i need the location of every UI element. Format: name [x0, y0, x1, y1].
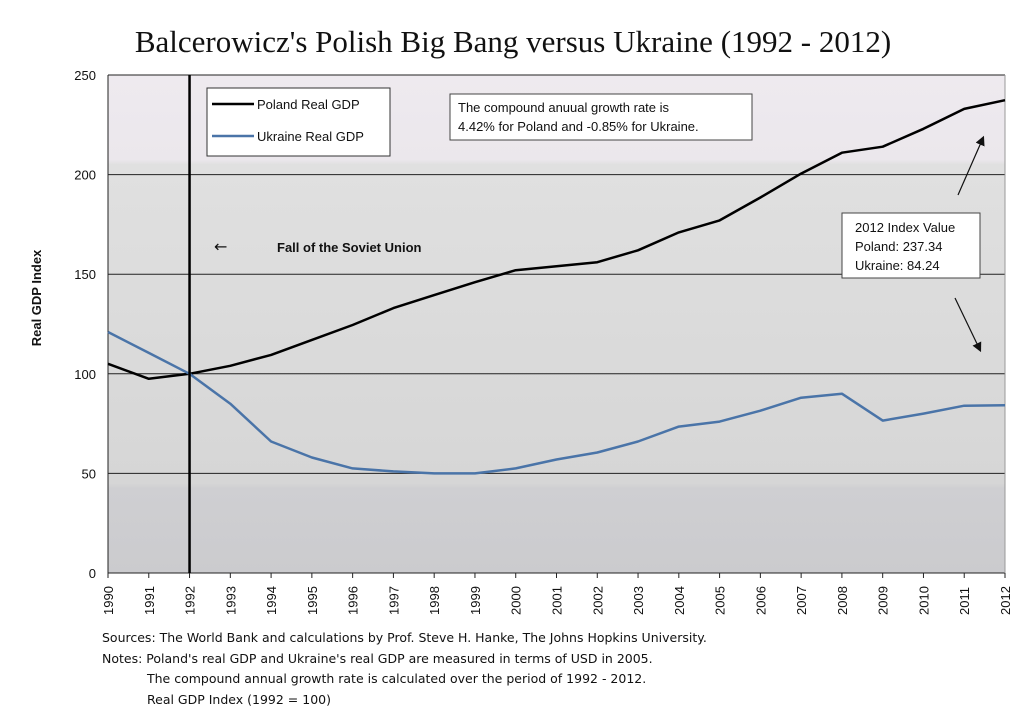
x-tick-label: 1994 [264, 586, 279, 615]
notes-line-2: The compound annual growth rate is calcu… [147, 671, 647, 686]
legend: Poland Real GDP Ukraine Real GDP [206, 87, 391, 157]
x-tick-label: 1990 [101, 586, 116, 615]
fall-label: Fall of the Soviet Union [277, 240, 422, 255]
x-tick-label: 2002 [590, 586, 605, 615]
notes-line-1: Notes: Poland's real GDP and Ukraine's r… [102, 650, 653, 666]
x-tick-label: 2009 [876, 586, 891, 615]
legend-label-poland: Poland Real GDP [257, 97, 360, 112]
y-tick-label: 250 [74, 68, 96, 83]
index-value-poland: Poland: 237.34 [855, 239, 942, 254]
y-axis-title: Real GDP Index [29, 249, 44, 346]
legend-label-ukraine: Ukraine Real GDP [257, 129, 364, 144]
plot-area [108, 75, 1005, 573]
cagr-annotation: The compound anuual growth rate is 4.42% … [449, 93, 753, 141]
cagr-text-line-1: The compound anuual growth rate is [458, 100, 670, 115]
x-tick-label: 1996 [346, 586, 361, 615]
x-tick-label: 2011 [957, 587, 972, 615]
y-tick-label: 100 [74, 367, 96, 382]
cagr-text-line-2: 4.42% for Poland and -0.85% for Ukraine. [458, 119, 699, 134]
index-value-box [841, 212, 981, 279]
x-tick-label: 1992 [183, 586, 198, 615]
index-value-annotation: 2012 Index Value Poland: 237.34 Ukraine: 8… [841, 212, 981, 279]
poland-gdp-line [107, 98, 1006, 381]
y-tick-label: 50 [82, 466, 96, 481]
legend-box [206, 87, 391, 157]
x-tick-label: 2008 [835, 586, 850, 615]
x-tick-label: 2005 [713, 586, 728, 615]
x-tick-label: 2001 [550, 586, 565, 615]
x-tick-label: 1998 [427, 586, 442, 615]
cagr-box [449, 93, 753, 141]
x-tick-label: 2003 [631, 586, 646, 615]
y-tick-label: 200 [74, 168, 96, 183]
x-tick-label: 2004 [672, 586, 687, 615]
y-tick-label: 150 [74, 267, 96, 282]
notes-line-3: Real GDP Index (1992 = 100) [147, 691, 331, 707]
x-tick-label: 2006 [753, 586, 768, 615]
x-tick-label: 1995 [305, 586, 320, 615]
x-tick-label: 1991 [142, 586, 157, 615]
x-tick-label: 2007 [794, 586, 809, 615]
index-value-heading: 2012 Index Value [855, 220, 955, 235]
x-tick-label: 1997 [386, 586, 401, 615]
index-value-ukraine: Ukraine: 84.24 [855, 258, 940, 273]
arrow-to-poland [957, 135, 985, 196]
chart-notes: Sources: The World Bank and calculations… [102, 628, 707, 710]
fall-arrow-icon: ← [214, 237, 227, 256]
x-tick-label: 2010 [916, 586, 931, 615]
sources-note: Sources: The World Bank and calculations… [102, 630, 707, 645]
arrow-to-ukraine [954, 297, 982, 353]
ukraine-gdp-line [107, 330, 1006, 475]
y-tick-label: 0 [89, 566, 96, 581]
x-tick-label: 1999 [468, 586, 483, 615]
chart-title: Balcerowicz's Polish Big Bang versus Ukr… [134, 24, 892, 59]
x-tick-label: 2012 [998, 586, 1013, 615]
x-tick-label: 1993 [223, 586, 238, 615]
x-tick-label: 2000 [509, 586, 524, 615]
